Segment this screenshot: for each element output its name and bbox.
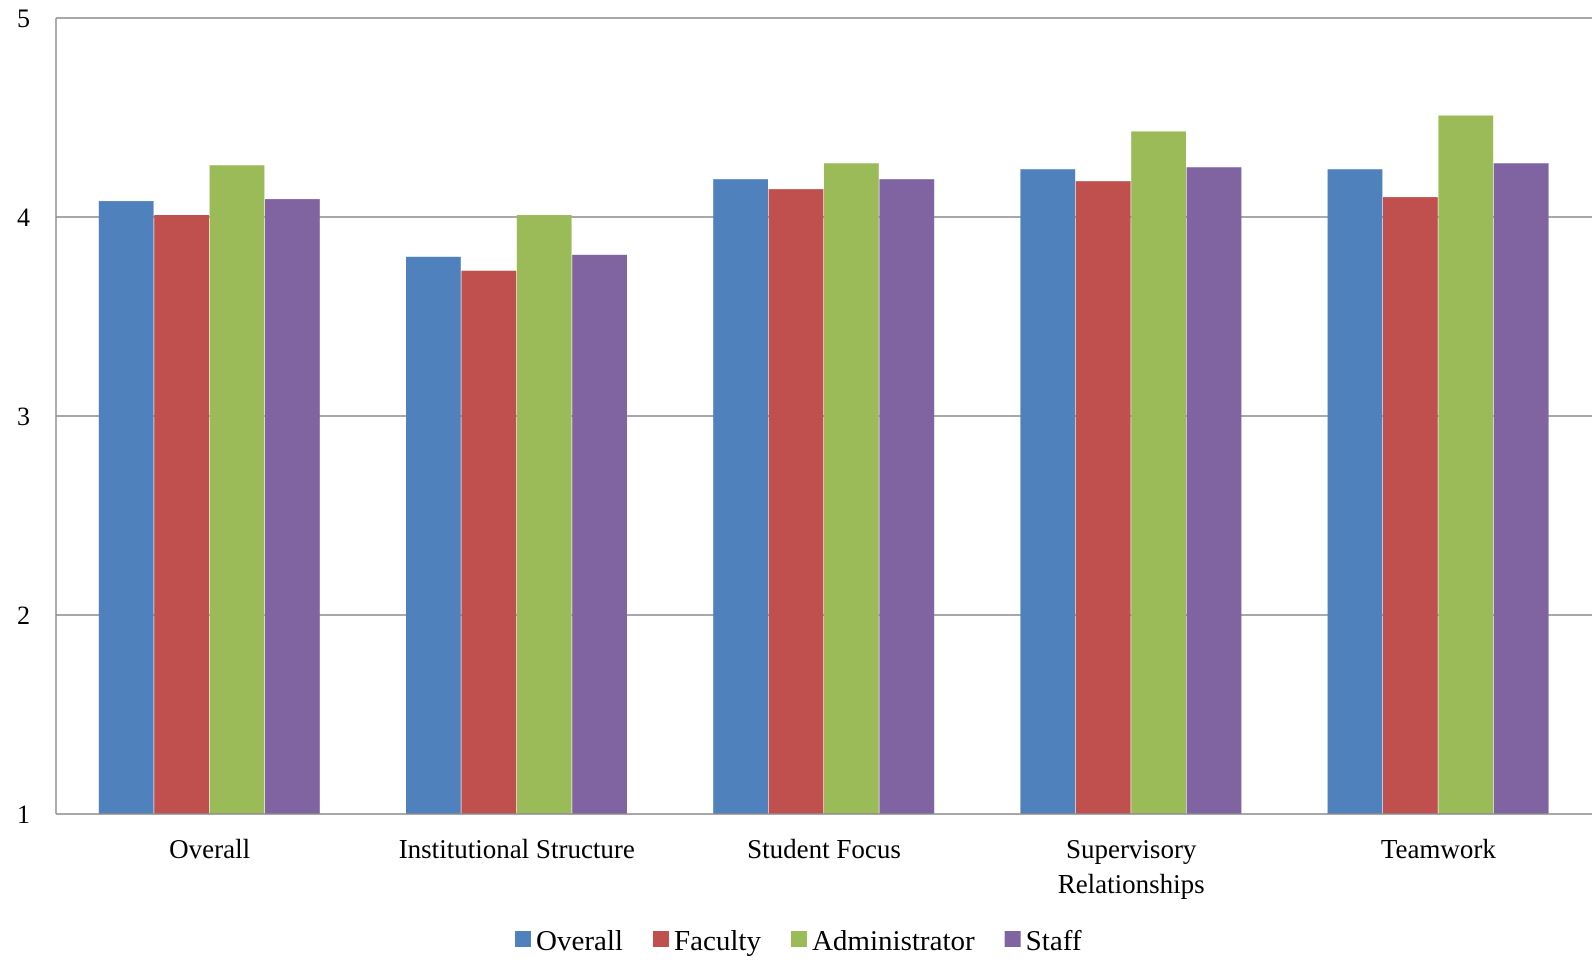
bar-staff-0 [265,199,320,815]
bar-administrator-0 [209,165,265,814]
bar-administrator-2 [824,163,879,814]
bar-faculty-0 [154,215,209,814]
x-tick-label-line: Institutional Structure [399,834,635,864]
bar-staff-1 [572,254,627,814]
bar-overall-3 [1020,169,1076,815]
x-tick-label: Supervisory Relationships [1058,834,1205,899]
x-tick-label: Institutional Structure [399,834,635,864]
x-tick-labels: Overall Institutional Structure Student Fo… [169,834,1496,899]
legend-label: Overall [536,925,623,957]
legend-swatch [652,931,669,947]
bar-staff-3 [1186,167,1242,814]
y-tick-labels: 1 2 3 4 5 [17,4,30,829]
legend-label: Faculty [674,925,761,957]
x-tick-label-line: Student Focus [747,834,901,864]
bar-faculty-2 [768,189,824,814]
y-tick-label: 1 [17,800,30,829]
bar-staff-4 [1493,163,1549,814]
bar-administrator-3 [1131,131,1186,814]
x-tick-label-line: Relationships [1058,869,1205,899]
bar-staff-2 [879,179,935,814]
legend-item-overall: Overall [515,925,623,957]
x-tick-label: Teamwork [1381,834,1497,864]
bar-overall-2 [713,179,768,814]
bars [98,115,1549,815]
bar-faculty-3 [1075,181,1131,814]
legend-item-faculty: Faculty [652,925,761,957]
legend-label: Staff [1026,925,1082,957]
y-tick-label: 3 [17,402,30,431]
x-tick-label-line: Teamwork [1381,834,1497,864]
bar-overall-1 [406,256,461,814]
legend-item-staff: Staff [1004,925,1082,957]
axes [55,18,1592,815]
bar-faculty-1 [461,270,517,815]
x-tick-label: Student Focus [747,834,901,864]
y-tick-label: 5 [17,4,30,33]
y-tick-label: 2 [17,601,30,630]
bar-overall-4 [1327,169,1383,815]
legend-swatch [515,931,531,947]
x-tick-label: Overall [169,834,250,864]
legend-swatch [1004,931,1021,947]
x-tick-label-line: Overall [169,834,250,864]
bar-administrator-1 [516,215,572,814]
bar-administrator-4 [1438,115,1494,814]
legend-item-administrator: Administrator [790,925,975,957]
legend: Overall Faculty Administrator Staff [515,925,1082,957]
bar-overall-0 [98,201,154,814]
y-tick-label: 4 [17,203,30,232]
bar-faculty-4 [1383,197,1438,815]
x-tick-label-line: Supervisory [1066,834,1197,864]
legend-label: Administrator [812,925,975,957]
legend-swatch [790,931,807,947]
